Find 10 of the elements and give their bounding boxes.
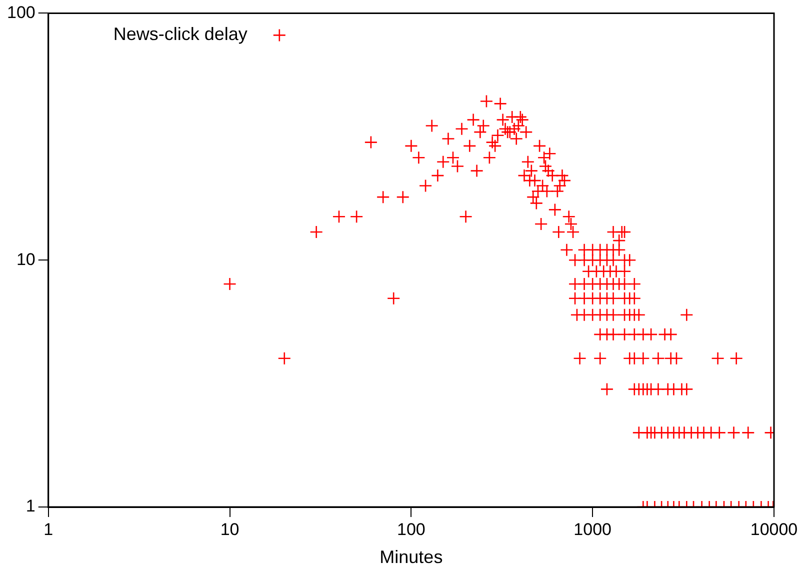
x-axis-title: Minutes — [380, 547, 443, 568]
x-tick-label: 10000 — [750, 520, 798, 539]
y-tick-label: 1 — [26, 496, 36, 516]
y-tick-label: 10 — [16, 250, 36, 269]
x-tick-label: 1 — [44, 520, 54, 539]
legend-label: News-click delay — [113, 24, 248, 44]
y-tick-label: 100 — [6, 2, 36, 22]
x-tick-label: 10 — [220, 520, 240, 539]
x-tick-label: 100 — [396, 520, 426, 539]
x-tick-label: 1000 — [574, 520, 612, 539]
